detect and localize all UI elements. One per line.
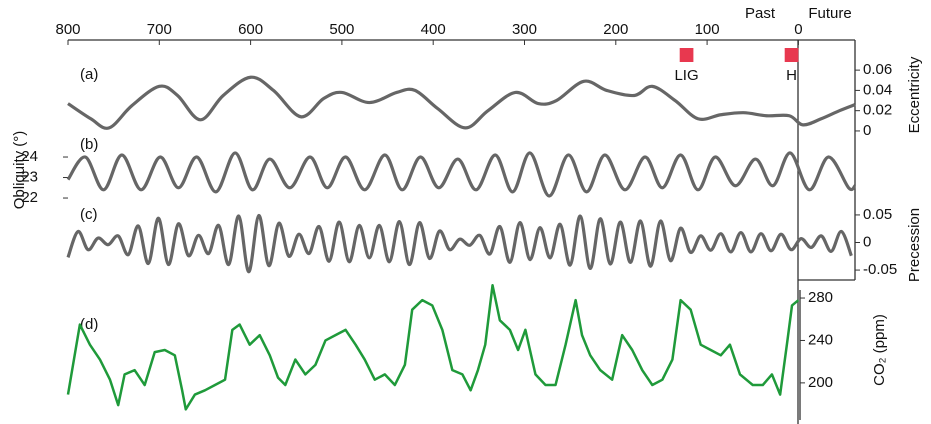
x-tick-label: 200 xyxy=(603,21,628,38)
period-marker xyxy=(784,48,799,62)
x-tick-label: 100 xyxy=(695,21,720,38)
x-tick-label: 500 xyxy=(329,21,354,38)
y-tick-label: 24 xyxy=(21,148,38,165)
panel-label: (d) xyxy=(80,316,98,333)
y-tick-label: 0.05 xyxy=(863,206,892,223)
y-tick-label: 23 xyxy=(21,168,38,185)
y-axis-label: CO₂ (ppm) xyxy=(871,314,888,386)
y-axis-label: Precession xyxy=(906,208,923,282)
x-tick-label: 600 xyxy=(238,21,263,38)
y-tick-label: 0.02 xyxy=(863,102,892,119)
x-tick-label: 800 xyxy=(55,21,80,38)
past-label: Past xyxy=(745,5,776,22)
panel-label: (b) xyxy=(80,136,98,153)
future-label: Future xyxy=(808,5,851,22)
y-tick-label: 200 xyxy=(808,374,833,391)
period-label: H xyxy=(786,67,797,84)
period-label: LIG xyxy=(674,67,698,84)
panel-label: (c) xyxy=(80,206,98,223)
x-tick-label: 400 xyxy=(421,21,446,38)
y-tick-label: 0 xyxy=(863,233,871,250)
data-line xyxy=(66,284,800,411)
data-line xyxy=(66,213,853,274)
y-tick-label: 0.06 xyxy=(863,61,892,78)
y-tick-label: 0 xyxy=(863,122,871,139)
data-line xyxy=(66,151,857,198)
x-tick-label: 0 xyxy=(794,21,802,38)
panel-label: (a) xyxy=(80,66,98,83)
x-tick-label: 300 xyxy=(512,21,537,38)
y-axis-label: Eccentricity xyxy=(906,56,923,133)
x-tick-label: 700 xyxy=(147,21,172,38)
y-tick-label: -0.05 xyxy=(863,261,897,278)
y-tick-label: 0.04 xyxy=(863,81,892,98)
period-marker xyxy=(679,48,694,62)
y-tick-label: 22 xyxy=(21,189,38,206)
y-tick-label: 240 xyxy=(808,331,833,348)
data-line xyxy=(67,75,856,130)
y-axis-label: Obliquity (°) xyxy=(11,131,28,210)
y-tick-label: 280 xyxy=(808,289,833,306)
